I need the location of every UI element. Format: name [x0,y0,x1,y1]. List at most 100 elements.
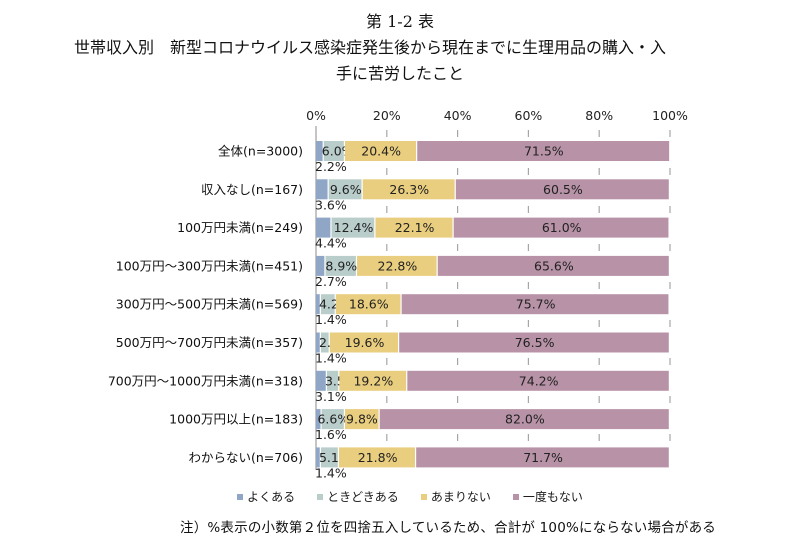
bar-segment-1 [320,294,335,315]
bar-segment-3 [437,255,669,276]
data-label: 1.6% [315,427,347,442]
x-tick-label: 80% [585,108,613,123]
bar-segment-2 [329,332,398,353]
category-label: 500万円～700万円未満(n=357) [116,335,303,350]
data-label: 22.8% [378,258,418,273]
footnote: 注）%表示の小数第２位を四捨五入しているため、合計が 100%にならない場合があ… [180,520,717,536]
x-tick-label: 60% [515,108,543,123]
data-label: 82.0% [505,412,545,427]
bar-segment-2 [339,370,407,391]
data-label: 1.4% [315,312,347,327]
bar-segment-2 [345,409,379,430]
bar-segment-2 [362,179,455,200]
bar-segment-0 [316,255,325,276]
legend-item: 一度もない [512,488,583,505]
data-label: 1.4% [315,351,347,366]
bar-segment-0 [316,409,321,430]
data-label: 71.5% [524,144,564,159]
bar-segment-3 [399,332,669,353]
data-label: 19.6% [345,335,385,350]
data-label: 20.4% [361,144,401,159]
bar-segment-0 [316,179,328,200]
data-label: 4.4% [315,236,347,251]
data-label: 76.5% [515,335,555,350]
bar-segment-1 [323,141,344,161]
bar-segment-0 [316,332,320,353]
data-label: 18.6% [349,297,389,312]
data-label: 1.4% [315,465,347,480]
bar-segment-0 [316,294,320,315]
data-label: 22.1% [395,220,435,235]
bar-segment-3 [401,294,669,315]
category-label: 100万円未満(n=249) [177,220,303,235]
bar-segment-2 [339,447,415,468]
data-label: 60.5% [543,182,583,197]
bar-segment-1 [320,332,329,353]
legend-swatch [237,493,244,500]
data-label: 61.0% [542,220,582,235]
table-number: 第 1-2 表 [366,12,434,31]
bar-segment-2 [375,217,453,238]
legend-swatch [317,493,324,500]
data-label: 75.7% [516,297,556,312]
category-label: 1000万円以上(n=183) [169,412,303,427]
bar-segment-1 [321,409,344,430]
bar-segment-1 [331,217,375,238]
data-label: 8.9% [325,258,357,273]
data-label: 9.6% [330,182,362,197]
data-label: 74.2% [519,373,559,388]
chart-title-line2: 手に苦労したこと [335,64,464,83]
bar-segment-1 [320,447,338,468]
chart-title-text: 世帯収入別 新型コロナウイルス感染症発生後から現在までに生理用品の購入・入 [73,38,666,57]
legend-item: あまりない [420,488,491,505]
bar-segment-0 [316,141,323,161]
bar-segment-0 [316,447,320,468]
bar-segment-1 [328,179,362,200]
category-label: 100万円～300万円未満(n=451) [116,258,303,273]
data-label: 12.4% [334,220,374,235]
bar-segment-3 [455,179,669,200]
data-label: 6.6% [317,412,349,427]
data-label: 21.8% [358,450,398,465]
bar-segment-0 [316,370,326,391]
x-tick-label: 100% [652,108,688,123]
category-label: わからない(n=706) [188,450,303,465]
bar-segment-2 [345,141,417,161]
legend: よくある ときどきある あまりない 一度もない [0,488,800,505]
bar-segment-1 [326,370,339,391]
data-label: 3.1% [315,389,347,404]
legend-label: ときどきある [327,490,399,504]
data-label: 2.7% [315,274,347,289]
data-label: 19.2% [353,373,393,388]
category-label: 700万円～1000万円未満(n=318) [108,373,303,388]
bar-segment-1 [325,255,356,276]
x-tick-label: 20% [373,108,401,123]
x-tick-label: 40% [444,108,472,123]
legend-item: よくある [237,488,295,505]
bar-segment-3 [453,217,669,238]
chart-title-line1: 世帯収入別 新型コロナウイルス感染症発生後から現在までに生理用品の購入・入 [10,34,730,58]
bar-segment-2 [357,255,437,276]
bar-segment-3 [416,447,669,468]
legend-swatch [420,493,427,500]
category-label: 全体(n=3000) [218,144,303,159]
bar-segment-3 [417,141,670,161]
legend-label: あまりない [430,490,491,504]
bar-segment-0 [316,217,331,238]
data-label: 26.3% [389,182,429,197]
category-label: 300万円～500万円未満(n=569) [116,297,303,312]
data-label: 9.8% [346,412,378,427]
legend-label: 一度もない [522,490,583,504]
bar-segment-3 [379,409,669,430]
bar-segment-2 [335,294,401,315]
legend-swatch [512,493,519,500]
data-label: 2.2% [315,159,347,174]
data-label: 3.6% [315,197,347,212]
bar-segment-3 [407,370,669,391]
data-label: 65.6% [534,258,574,273]
category-label: 収入なし(n=167) [201,182,303,197]
x-tick-label: 0% [306,108,326,123]
legend-item: ときどきある [317,488,399,505]
legend-label: よくある [247,490,296,504]
